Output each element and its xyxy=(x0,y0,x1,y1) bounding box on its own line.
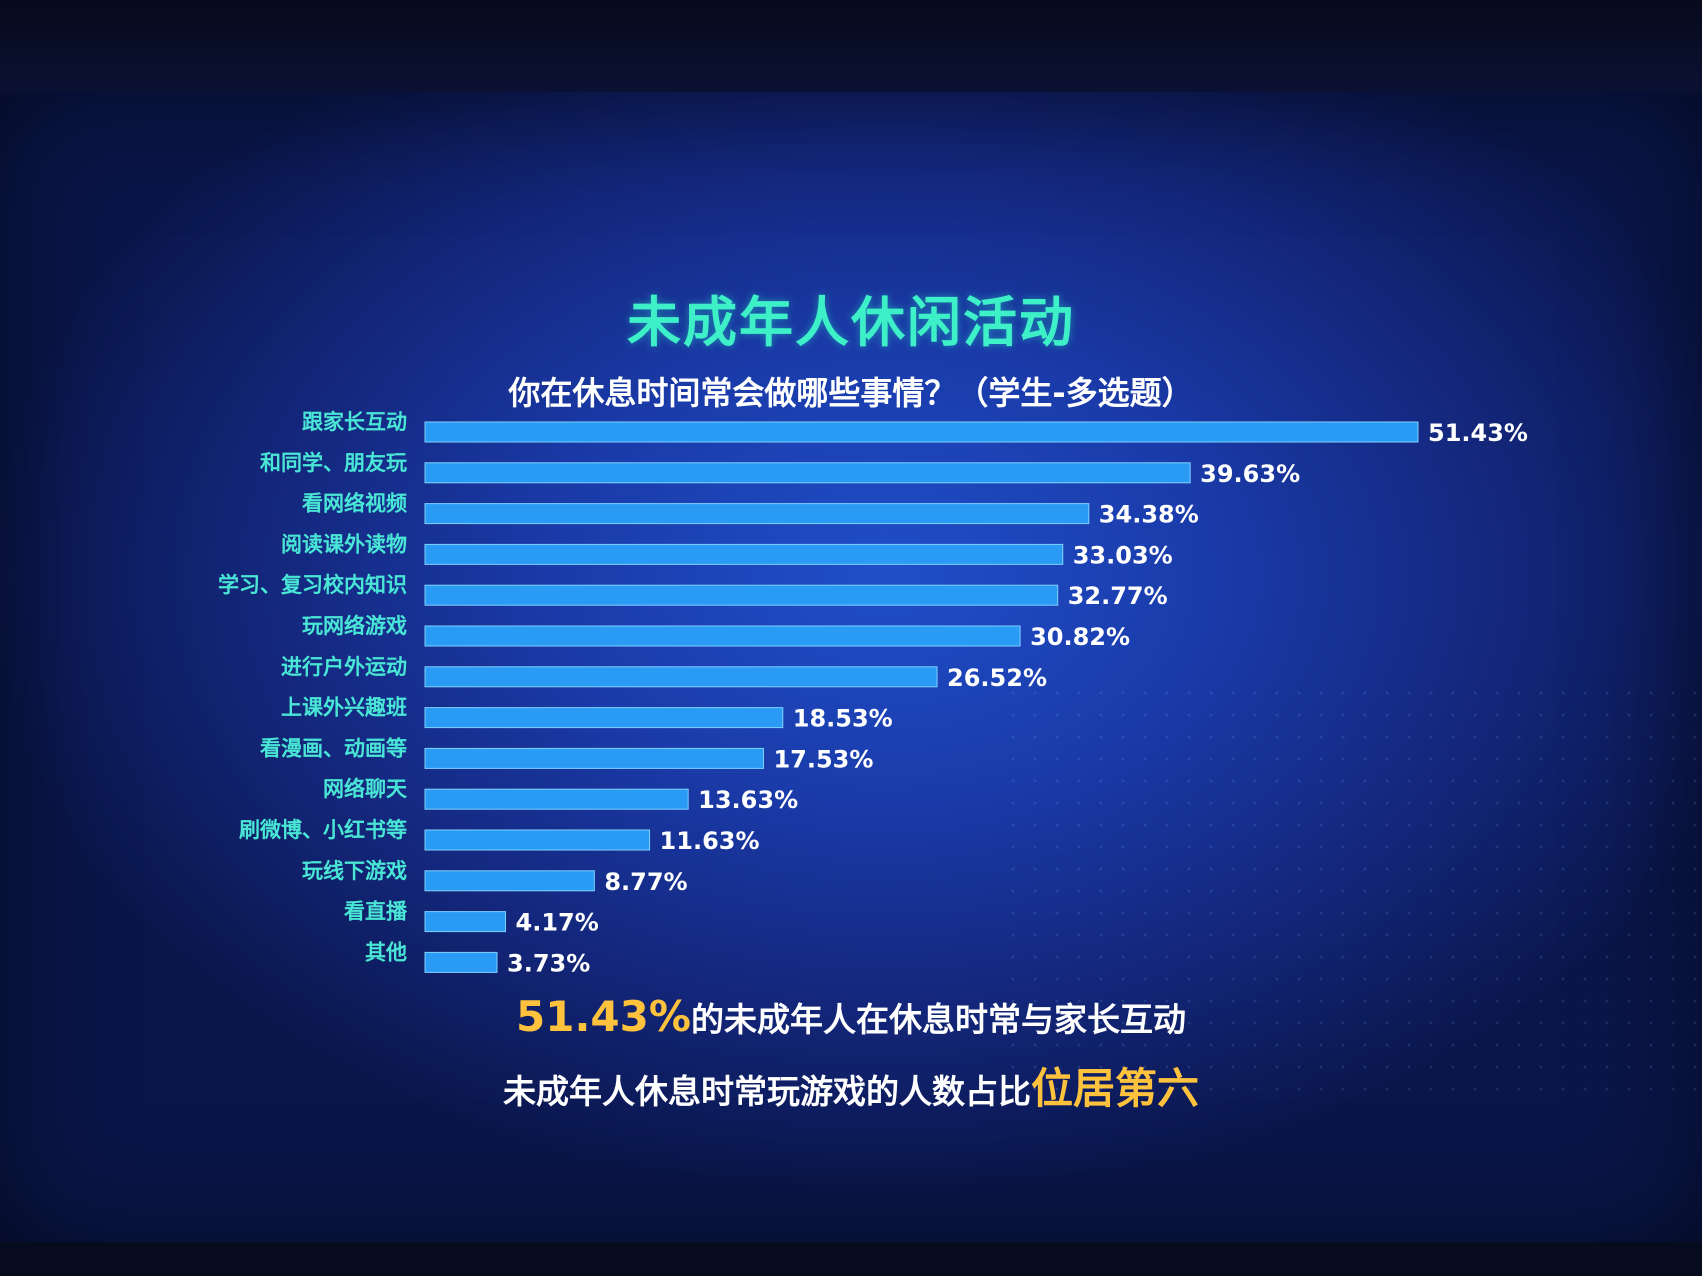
summary-highlight-percent: 51.43% xyxy=(516,992,691,1041)
summary-line-1-text: 的未成年人在休息时常与家长互动 xyxy=(690,1000,1186,1039)
category-label: 和同学、朋友玩 xyxy=(260,451,407,475)
bar xyxy=(424,747,764,769)
category-label: 网络聊天 xyxy=(323,777,408,801)
category-label: 玩线下游戏 xyxy=(302,859,407,883)
value-label: 13.63% xyxy=(698,786,798,814)
category-label: 阅读课外读物 xyxy=(281,532,407,556)
category-label: 看网络视频 xyxy=(302,492,407,516)
bar xyxy=(424,707,784,729)
category-label: 上课外兴趣班 xyxy=(281,696,407,720)
value-label: 39.63% xyxy=(1200,460,1300,488)
value-label: 3.73% xyxy=(507,949,590,977)
category-label: 玩网络游戏 xyxy=(302,614,407,638)
value-label: 26.52% xyxy=(947,664,1047,692)
ceiling-area xyxy=(0,0,1702,92)
value-label: 30.82% xyxy=(1030,623,1130,651)
bar xyxy=(424,503,1090,525)
value-label: 18.53% xyxy=(793,705,893,733)
bar xyxy=(424,829,651,851)
value-label: 8.77% xyxy=(604,868,687,896)
value-label: 33.03% xyxy=(1073,541,1173,569)
category-label: 进行户外运动 xyxy=(281,655,407,679)
value-label: 34.38% xyxy=(1099,501,1199,529)
bar xyxy=(424,421,1419,443)
category-label: 看直播 xyxy=(344,900,408,924)
category-label: 其他 xyxy=(365,940,407,964)
page-title: 未成年人休闲活动 xyxy=(627,291,1075,354)
page-subtitle: 你在休息时间常会做哪些事情？（学生-多选题） xyxy=(508,374,1194,412)
summary-highlight-rank: 位居第六 xyxy=(1030,1064,1199,1113)
bar xyxy=(424,951,498,973)
bar xyxy=(424,911,507,933)
summary-line-2-text: 未成年人休息时常玩游戏的人数占比 xyxy=(502,1072,1031,1111)
bar xyxy=(424,788,689,810)
value-label: 4.17% xyxy=(516,909,599,937)
decorative-dot-pattern xyxy=(1002,682,1702,1102)
value-label: 17.53% xyxy=(773,745,873,773)
value-label: 11.63% xyxy=(660,827,760,855)
value-label: 51.43% xyxy=(1428,419,1528,447)
bar xyxy=(424,462,1191,484)
category-label: 刷微博、小红书等 xyxy=(239,818,407,842)
bar xyxy=(424,870,595,892)
category-label: 跟家长互动 xyxy=(302,410,407,434)
floor-area xyxy=(0,1242,1702,1276)
category-label: 看漫画、动画等 xyxy=(260,736,407,760)
bar xyxy=(424,625,1021,647)
bar xyxy=(424,584,1059,606)
value-label: 32.77% xyxy=(1068,582,1168,610)
bar xyxy=(424,543,1064,565)
bar xyxy=(424,666,938,688)
summary-line-1: 51.43%的未成年人在休息时常与家长互动 xyxy=(0,992,1702,1041)
category-label: 学习、复习校内知识 xyxy=(218,573,407,597)
summary-line-2: 未成年人休息时常玩游戏的人数占比位居第六 xyxy=(0,1055,1702,1116)
